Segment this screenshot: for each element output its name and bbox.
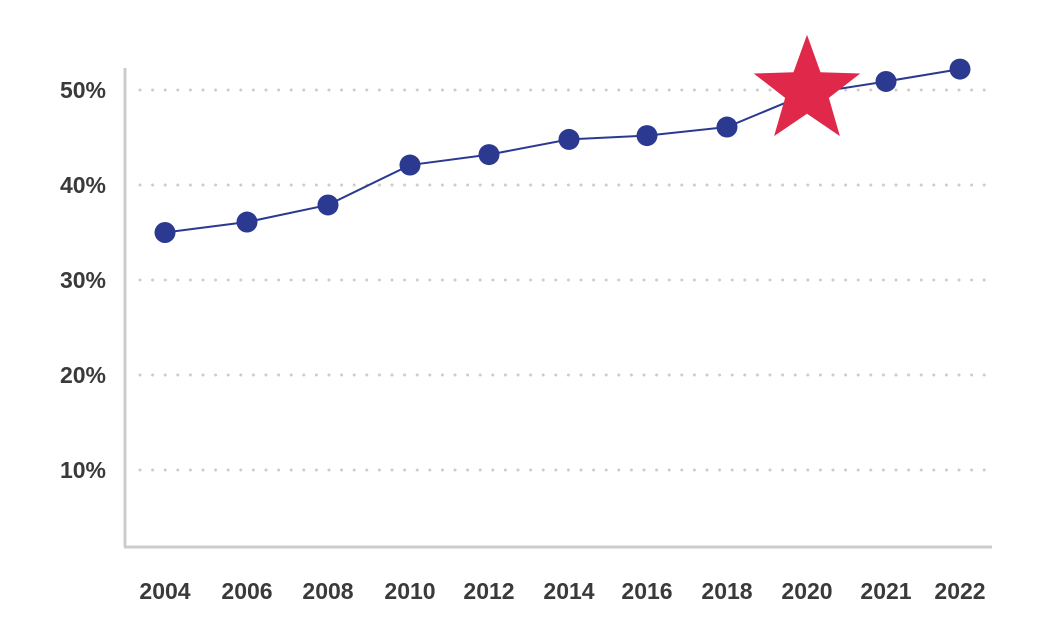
x-tick-label: 2018 xyxy=(701,578,752,604)
x-tick-label: 2006 xyxy=(221,578,272,604)
data-point-2006 xyxy=(236,211,258,233)
data-point-2016 xyxy=(636,125,658,147)
data-point-2022 xyxy=(949,58,971,80)
x-tick-label: 2021 xyxy=(860,578,911,604)
data-point-star-2020 xyxy=(753,34,861,137)
series-markers xyxy=(154,34,971,243)
x-tick-label: 2010 xyxy=(384,578,435,604)
data-point-2008 xyxy=(317,194,339,216)
x-tick-label: 2014 xyxy=(543,578,594,604)
x-tick-label: 2004 xyxy=(139,578,190,604)
x-tick-label: 2008 xyxy=(302,578,353,604)
y-tick-label: 40% xyxy=(60,172,106,198)
y-tick-label: 30% xyxy=(60,267,106,293)
x-tick-label: 2012 xyxy=(463,578,514,604)
y-tick-label: 50% xyxy=(60,77,106,103)
x-tick-label: 2022 xyxy=(934,578,985,604)
axes xyxy=(123,68,992,549)
series-line-path xyxy=(164,68,961,234)
x-tick-label: 2020 xyxy=(781,578,832,604)
data-point-2012 xyxy=(478,144,500,166)
y-tick-labels: 10% 20% 30% 40% 50% xyxy=(60,77,106,483)
data-point-2021 xyxy=(875,70,897,92)
x-tick-label: 2016 xyxy=(621,578,672,604)
series-line xyxy=(164,68,961,234)
y-tick-label: 20% xyxy=(60,362,106,388)
data-point-2014 xyxy=(558,128,580,150)
data-point-2004 xyxy=(154,222,176,243)
data-point-2018 xyxy=(716,116,738,138)
y-tick-label: 10% xyxy=(60,457,106,483)
data-point-2010 xyxy=(399,154,421,176)
x-tick-labels: 2004 2006 2008 2010 2012 2014 2016 2018 2020 2021… xyxy=(139,578,985,604)
